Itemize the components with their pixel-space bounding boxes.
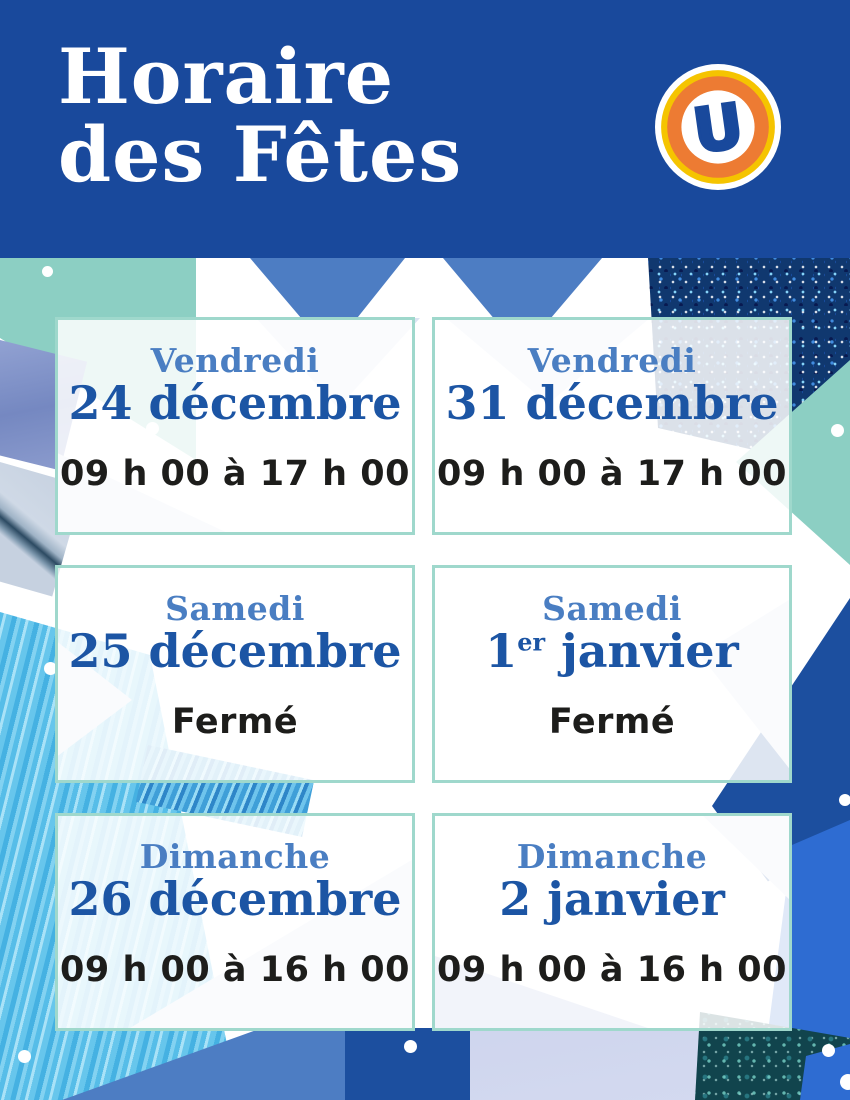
card-hours-label: 09 h 00 à 16 h 00 <box>437 950 787 990</box>
date-text: 31 décembre <box>445 375 779 430</box>
page-title-line1: Horaire <box>58 32 395 121</box>
date-text: janvier <box>545 623 739 678</box>
sparkle-dot <box>18 1050 31 1063</box>
card-date-label: 1er janvier <box>485 623 739 678</box>
card-day-label: Vendredi <box>527 341 697 380</box>
schedule-card-dec31: Vendredi 31 décembre 09 h 00 à 17 h 00 <box>432 317 792 535</box>
schedule-card-jan2: Dimanche 2 janvier 09 h 00 à 16 h 00 <box>432 813 792 1031</box>
header-banner: Horaire des Fêtes U <box>0 0 850 258</box>
date-superscript: er <box>517 628 546 657</box>
card-day-label: Dimanche <box>139 837 331 876</box>
card-date-label: 24 décembre <box>68 375 402 430</box>
sparkle-dot <box>839 794 850 806</box>
sparkle-dot <box>44 662 57 675</box>
schedule-card-dec26: Dimanche 26 décembre 09 h 00 à 16 h 00 <box>55 813 415 1031</box>
sparkle-dot <box>42 266 53 277</box>
card-day-label: Vendredi <box>150 341 320 380</box>
date-text: 24 décembre <box>68 375 402 430</box>
logo-letter: U <box>689 90 748 167</box>
card-date-label: 25 décembre <box>68 623 402 678</box>
card-hours-label: 09 h 00 à 17 h 00 <box>437 454 787 494</box>
card-date-label: 31 décembre <box>445 375 779 430</box>
date-text: 26 décembre <box>68 871 402 926</box>
logo-inner-disc <box>681 90 755 164</box>
schedule-card-dec24: Vendredi 24 décembre 09 h 00 à 17 h 00 <box>55 317 415 535</box>
card-hours-label: Fermé <box>171 702 299 742</box>
card-day-label: Dimanche <box>516 837 708 876</box>
schedule-card-dec25: Samedi 25 décembre Fermé <box>55 565 415 783</box>
sparkle-dot <box>404 1040 417 1053</box>
date-text: 25 décembre <box>68 623 402 678</box>
date-text: 2 janvier <box>499 871 725 926</box>
card-date-label: 2 janvier <box>499 871 725 926</box>
schedule-card-jan1: Samedi 1er janvier Fermé <box>432 565 792 783</box>
page-title: Horaire des Fêtes <box>58 32 463 200</box>
sparkle-dot <box>840 1074 850 1090</box>
card-hours-label: 09 h 00 à 17 h 00 <box>60 454 410 494</box>
card-day-label: Samedi <box>165 589 305 628</box>
card-hours-label: Fermé <box>548 702 676 742</box>
card-date-label: 26 décembre <box>68 871 402 926</box>
sparkle-dot <box>822 1044 835 1057</box>
card-day-label: Samedi <box>542 589 682 628</box>
sparkle-dot <box>831 424 844 437</box>
date-text: 1 <box>485 623 518 678</box>
u-brand-logo: U <box>655 64 781 190</box>
card-hours-label: 09 h 00 à 16 h 00 <box>60 950 410 990</box>
page-title-line2: des Fêtes <box>58 110 463 200</box>
